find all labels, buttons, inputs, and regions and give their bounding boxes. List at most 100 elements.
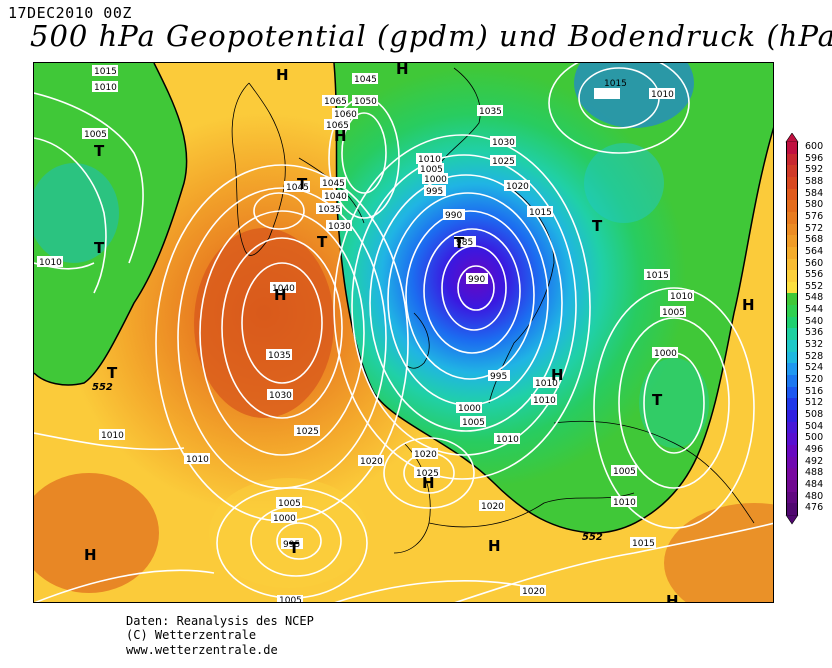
- isobar-label: 1010: [186, 455, 209, 465]
- isobar-label: 1000: [273, 514, 296, 524]
- isobar-label: 1015: [94, 67, 117, 77]
- colorbar-swatch: [786, 503, 798, 516]
- colorbar-label: 496: [805, 443, 824, 455]
- isobar-label: 1010: [39, 258, 62, 268]
- colorbar-swatch: [786, 316, 798, 329]
- cold-east-cyan: [639, 358, 709, 448]
- credit-source: Daten: Reanalysis des NCEP: [126, 614, 314, 628]
- colorbar-swatch: [786, 293, 798, 306]
- cold-north-cyan: [584, 143, 664, 223]
- isobar-label: 1030: [269, 391, 292, 401]
- isobar-label: 1035: [268, 351, 291, 361]
- high-center: H: [274, 286, 287, 304]
- cold-north-blue: [574, 63, 694, 128]
- isobar-label: 1050: [354, 97, 377, 107]
- isobar-label: 1005: [420, 165, 443, 175]
- isobar-label: 1015: [632, 539, 655, 549]
- isobar-995: [276, 522, 322, 560]
- high-center: H: [276, 66, 289, 84]
- colorbar-label: 576: [805, 210, 824, 222]
- colorbar-swatch: [786, 328, 798, 341]
- east-europe-coast: [553, 420, 755, 524]
- isobar-label: 1035: [318, 205, 341, 215]
- colorbar-swatch: [786, 165, 798, 178]
- low-center: T: [107, 364, 118, 382]
- isobar-label: 1005: [462, 418, 485, 428]
- colorbar-label: 572: [805, 222, 824, 234]
- colorbar-swatch: [786, 363, 798, 376]
- colorbar-label: 536: [805, 327, 824, 339]
- isobar-label: 1010: [651, 90, 674, 100]
- colorbar-label: 584: [805, 187, 824, 199]
- high-center: H: [422, 474, 435, 492]
- isobar-label: 995: [283, 540, 300, 550]
- colorbar-label: 560: [805, 257, 824, 269]
- isobar-label: 1020: [360, 457, 383, 467]
- isobar-label: 1025: [492, 157, 515, 167]
- low-center: T: [94, 239, 105, 257]
- isobar-label: 1040: [324, 192, 347, 202]
- cold-west-cyan: [34, 163, 119, 263]
- low-center: T: [94, 142, 105, 160]
- high-center: H: [551, 366, 564, 384]
- isobar-label: 1005: [279, 596, 302, 603]
- low-center: T: [592, 217, 603, 235]
- colorbar-label: 556: [805, 269, 824, 281]
- isobar-label: 1000: [654, 349, 677, 359]
- isobar-label: 1035: [479, 107, 502, 117]
- colorbar-label: 524: [805, 362, 824, 374]
- iberia-coast: [393, 442, 431, 554]
- isobar-label: 1020: [481, 502, 504, 512]
- isobar-label: 1005: [613, 467, 636, 477]
- low-center: T: [317, 233, 328, 251]
- high-center: H: [488, 537, 501, 555]
- low-center: T: [652, 391, 663, 409]
- isobar-label: 1005: [278, 499, 301, 509]
- isobar-label: 995: [490, 372, 507, 382]
- isobar-label: 1000: [458, 404, 481, 414]
- yellow-sw: [209, 478, 369, 588]
- colorbar-label: 512: [805, 397, 824, 409]
- isobar-label: 1030: [492, 138, 515, 148]
- atlantic-warm-sw: [34, 473, 159, 593]
- isobar-label: 1040: [272, 284, 295, 294]
- colorbar-swatch: [786, 142, 798, 154]
- colorbar-swatch: [786, 491, 798, 504]
- isobar-label: 1010: [94, 83, 117, 93]
- colorbar-swatch: [786, 433, 798, 446]
- ridge-center: [194, 228, 334, 418]
- isobar-label: 1045: [322, 179, 345, 189]
- colorbar-label: 548: [805, 292, 824, 304]
- colorbar-label: 540: [805, 315, 824, 327]
- isobar-label: 1010: [533, 396, 556, 406]
- warm-se: [664, 503, 773, 602]
- weather-map: 552 552 1015 1010 1005 1045 1065 1050 10…: [33, 62, 774, 603]
- colorbar-swatch: [786, 398, 798, 411]
- contour-552-label: 552: [582, 532, 603, 543]
- colorbar-label: 528: [805, 350, 824, 362]
- isobar-label: 1015: [604, 79, 627, 89]
- isobar-labels: 1015 1010 1005 1045 1065 1050 1060 1065 …: [37, 65, 694, 603]
- colorbar-swatch: [786, 305, 798, 318]
- colorbar-swatch: [786, 270, 798, 283]
- map-canvas: 552 552 1015 1010 1005 1045 1065 1050 10…: [34, 63, 773, 603]
- isobar-label: 1020: [414, 450, 437, 460]
- credit-url[interactable]: www.wetterzentrale.de: [126, 643, 278, 657]
- colorbar-label: 480: [805, 490, 824, 502]
- colorbar-label: 568: [805, 234, 824, 246]
- isobar-label: 1010: [101, 431, 124, 441]
- colorbar-label: 552: [805, 280, 824, 292]
- greenland-coast: [231, 82, 286, 256]
- colorbar-swatch: [786, 246, 798, 259]
- colorbar-swatch: [786, 200, 798, 213]
- colorbar-label: 484: [805, 478, 824, 490]
- colorbar-swatch: [786, 468, 798, 481]
- high-center: H: [334, 127, 347, 145]
- colorbar-swatch: [786, 211, 798, 224]
- isobar-label: 1000: [424, 175, 447, 185]
- contour-552-east: [333, 63, 773, 534]
- colorbar-label: 492: [805, 455, 824, 467]
- colorbar-swatch: [786, 409, 798, 422]
- colorbar-swatch: [786, 188, 798, 201]
- colorbar-swatch: [786, 153, 798, 166]
